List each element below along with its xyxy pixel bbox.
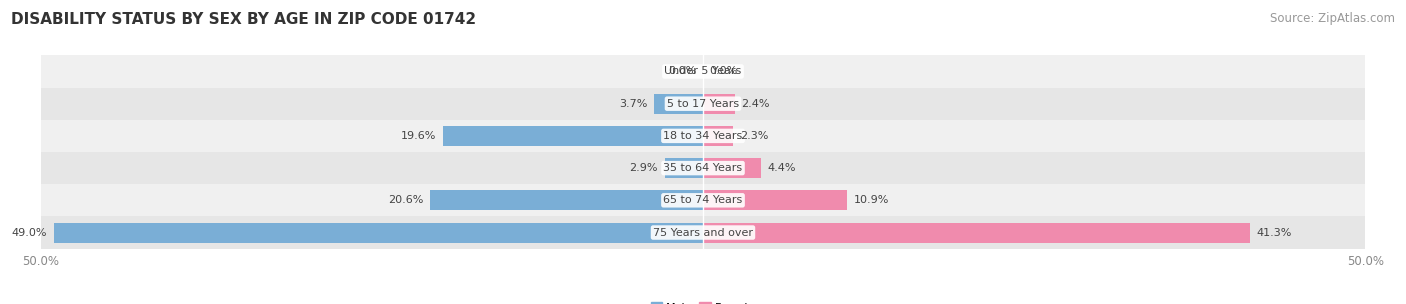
- Text: 4.4%: 4.4%: [768, 163, 796, 173]
- Bar: [430, 190, 703, 210]
- Text: 2.3%: 2.3%: [740, 131, 769, 141]
- Bar: [41, 216, 1365, 249]
- Bar: [654, 94, 703, 114]
- Text: 41.3%: 41.3%: [1257, 227, 1292, 237]
- Bar: [703, 190, 848, 210]
- Text: 75 Years and over: 75 Years and over: [652, 227, 754, 237]
- Text: 10.9%: 10.9%: [853, 195, 890, 205]
- Text: 65 to 74 Years: 65 to 74 Years: [664, 195, 742, 205]
- Text: 3.7%: 3.7%: [619, 99, 647, 109]
- Text: 0.0%: 0.0%: [668, 67, 696, 77]
- Text: 19.6%: 19.6%: [401, 131, 437, 141]
- Bar: [703, 94, 735, 114]
- Text: 2.9%: 2.9%: [630, 163, 658, 173]
- Bar: [53, 223, 703, 243]
- Bar: [703, 158, 761, 178]
- Text: 20.6%: 20.6%: [388, 195, 423, 205]
- Bar: [41, 88, 1365, 120]
- Text: Under 5 Years: Under 5 Years: [665, 67, 741, 77]
- Bar: [665, 158, 703, 178]
- Bar: [443, 126, 703, 146]
- Text: 5 to 17 Years: 5 to 17 Years: [666, 99, 740, 109]
- Text: 18 to 34 Years: 18 to 34 Years: [664, 131, 742, 141]
- Text: 0.0%: 0.0%: [710, 67, 738, 77]
- Bar: [41, 152, 1365, 184]
- Bar: [703, 126, 734, 146]
- Text: 35 to 64 Years: 35 to 64 Years: [664, 163, 742, 173]
- Text: Source: ZipAtlas.com: Source: ZipAtlas.com: [1270, 12, 1395, 25]
- Legend: Male, Female: Male, Female: [647, 298, 759, 304]
- Bar: [41, 184, 1365, 216]
- Bar: [703, 223, 1250, 243]
- Text: 2.4%: 2.4%: [741, 99, 770, 109]
- Text: 49.0%: 49.0%: [11, 227, 48, 237]
- Text: DISABILITY STATUS BY SEX BY AGE IN ZIP CODE 01742: DISABILITY STATUS BY SEX BY AGE IN ZIP C…: [11, 12, 477, 27]
- Bar: [41, 120, 1365, 152]
- Bar: [41, 55, 1365, 88]
